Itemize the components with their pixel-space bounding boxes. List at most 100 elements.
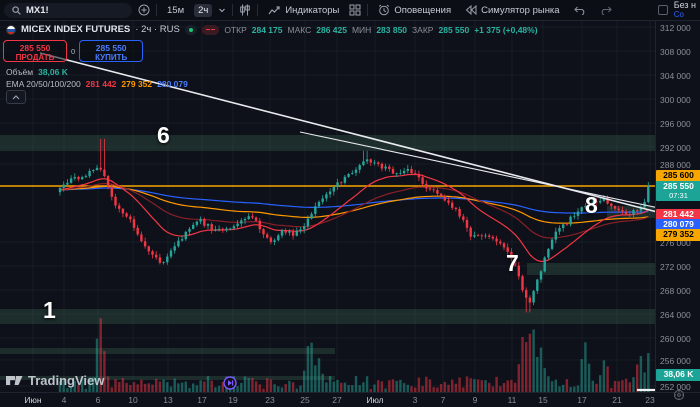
axis-settings-icon[interactable] [673, 388, 685, 406]
wave-count-label: 1 [43, 297, 56, 323]
ohlc-value: 284 175 [251, 24, 283, 35]
price-tick: 296 000 [660, 119, 691, 129]
interval-2h[interactable]: 2ч [194, 3, 213, 17]
top-toolbar: MX1! 15м 2ч Индикаторы Оповещения Симуля… [0, 0, 700, 21]
time-tick: 19 [228, 395, 238, 405]
price-tick: 312 000 [660, 23, 691, 33]
price-axis[interactable]: 312 000 308 000 304 000 300 000 296 000 292 0… [655, 21, 700, 392]
redo-icon [601, 6, 612, 15]
price-label: 280 079 [656, 219, 700, 231]
ema-value: 281 442 [85, 79, 117, 89]
time-tick: 23 [645, 395, 655, 405]
trade-panel: 285 550 ПРОДАТЬ 0 285 550 КУПИТЬ [3, 40, 144, 62]
candlestick-plot[interactable] [0, 21, 655, 392]
price-tick: 304 000 [660, 71, 691, 81]
chevron-down-icon[interactable] [218, 6, 226, 14]
toolbar-divider [257, 4, 259, 16]
indicators-label: Индикаторы [285, 4, 340, 16]
price-label: 285 550 07:31 [656, 181, 700, 202]
tradingview-logo-icon [6, 376, 23, 385]
time-tick: 6 [95, 395, 101, 405]
chart-type-candles-icon[interactable] [239, 4, 251, 16]
ohlc-label: МИН [351, 24, 372, 35]
indicators-button[interactable]: Индикаторы [264, 4, 343, 17]
price-tick: 264 000 [660, 310, 691, 320]
replay-play-marker-icon[interactable] [223, 376, 237, 392]
symbol-legend[interactable]: MICEX INDEX FUTURES · 2ч · RUS ОТКР 284 1… [6, 24, 538, 35]
search-icon [12, 5, 21, 15]
symbol-search[interactable]: MX1! [4, 2, 132, 18]
ohlc-label: ОТКР [224, 24, 247, 35]
layout-name[interactable]: Без н [673, 0, 696, 11]
time-tick: 10 [128, 395, 138, 405]
time-tick: 21 [612, 395, 622, 405]
price-label: 281 442 [656, 209, 700, 221]
chevron-up-icon [12, 94, 20, 99]
market-open-icon[interactable] [184, 24, 197, 35]
redo-button[interactable] [596, 5, 616, 16]
legend-meta: · 2ч · RUS [135, 24, 180, 35]
time-tick: 17 [197, 395, 207, 405]
ema-readout[interactable]: EMA 20/50/100/200 281 442 279 352 280 079 [6, 79, 188, 89]
time-tick: 23 [265, 395, 275, 405]
price-tick: 252 000 [660, 382, 691, 392]
price-label: 285 600 [656, 170, 700, 182]
ema-value: 280 079 [157, 79, 188, 89]
ema-value: 279 352 [121, 79, 153, 89]
ohlc-label: МАКС [287, 24, 312, 35]
time-tick: Июн [24, 395, 42, 405]
ohlc-value: 285 550 [438, 24, 470, 35]
time-tick: 17 [577, 395, 587, 405]
tradingview-logo[interactable]: TradingView [6, 373, 104, 388]
alerts-label: Оповещения [394, 4, 452, 16]
price-tick: 300 000 [660, 95, 691, 105]
price-tick: 308 000 [660, 47, 691, 57]
price-label: 38,06 K [656, 369, 700, 381]
time-tick: 13 [163, 395, 173, 405]
price-tick: 292 000 [660, 143, 691, 153]
spread-value: 0 [71, 46, 76, 56]
wave-count-label: 7 [506, 250, 519, 276]
interval-15m[interactable]: 15м [167, 4, 185, 16]
price-tick: 276 000 [660, 238, 691, 248]
compare-add-icon[interactable] [138, 4, 150, 16]
time-tick: 15 [538, 395, 548, 405]
tradingview-logo-text: TradingView [28, 373, 105, 388]
buy-button[interactable]: 285 550 КУПИТЬ [79, 40, 144, 62]
alerts-button[interactable]: Оповещения [374, 3, 455, 17]
undo-button[interactable] [570, 5, 590, 16]
save-layout-link[interactable]: Со [673, 9, 684, 19]
templates-grid-icon[interactable] [349, 4, 361, 16]
wave-count-label: 8 [585, 192, 598, 218]
wave-count-label: 6 [157, 122, 170, 148]
sell-button[interactable]: 285 550 ПРОДАТЬ [3, 40, 67, 62]
volume-readout[interactable]: Объём 38,06 K [6, 67, 68, 77]
toolbar-divider [156, 4, 157, 16]
time-tick: 9 [472, 395, 478, 405]
undo-icon [573, 6, 584, 15]
change-readout: +1 375 (+0,48%) [474, 24, 538, 35]
collapse-legend-button[interactable] [6, 90, 26, 104]
toolbar-divider [367, 4, 369, 16]
price-label: 279 352 [656, 229, 700, 241]
layout-checkbox-icon[interactable] [657, 4, 668, 15]
time-tick: 27 [332, 395, 342, 405]
legend-title: MICEX INDEX FUTURES [21, 24, 131, 35]
symbol-text: MX1! [26, 4, 49, 16]
ohlc-readout: ОТКР 284 175 МАКС 286 425 МИН 283 850 ЗАКР 285 … [224, 25, 469, 35]
price-tick: 268 000 [660, 286, 691, 296]
replay-label: Симулятор рынка [481, 4, 560, 16]
time-axis[interactable]: Июн 4 6 10 13 17 19 23 25 27 Июл 3 7 9 11 15 17 21 23 [0, 389, 700, 407]
replay-rewind-icon [465, 5, 477, 15]
data-flag-icon[interactable] [201, 24, 220, 35]
chart-canvas[interactable]: MICEX INDEX FUTURES · 2ч · RUS ОТКР 284 1… [0, 21, 655, 392]
replay-button[interactable]: Симулятор рынка [461, 4, 564, 17]
time-tick: 11 [507, 395, 517, 405]
time-tick: 3 [412, 395, 418, 405]
price-tick: 272 000 [660, 262, 691, 272]
price-tick: 288 000 [660, 160, 691, 170]
time-tick: 4 [61, 395, 67, 405]
price-tick: 260 000 [660, 334, 691, 344]
russia-flag-icon [6, 24, 16, 35]
